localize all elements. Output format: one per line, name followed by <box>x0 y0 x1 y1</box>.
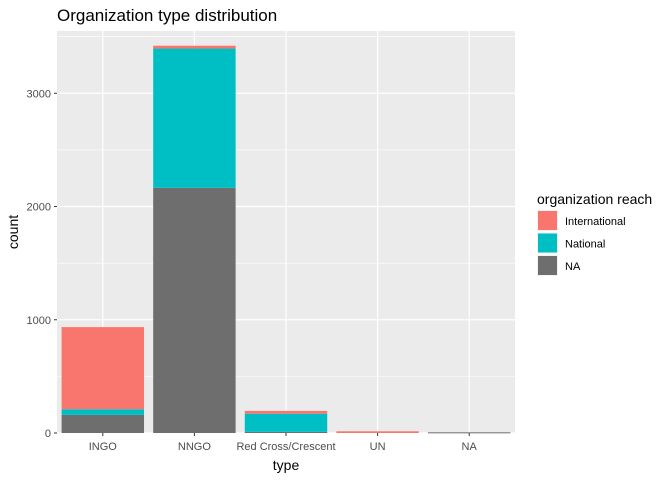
y-tick-label: 2000 <box>27 202 51 214</box>
x-tick-label: NNGO <box>178 441 211 453</box>
bar-segment <box>244 431 328 433</box>
chart-title: Organization type distribution <box>57 6 277 25</box>
bar-segment <box>61 327 145 410</box>
x-tick-label: NA <box>462 441 478 453</box>
x-axis-title: type <box>273 457 300 473</box>
bar-segment <box>244 410 328 414</box>
x-tick-label: Red Cross/Crescent <box>236 441 335 453</box>
legend-title: organization reach <box>537 191 652 207</box>
legend-items: International National NA <box>537 210 626 276</box>
x-tick-label: INGO <box>89 441 118 453</box>
bar-segment <box>153 187 236 433</box>
legend-label: NA <box>565 261 581 273</box>
bars-layer <box>61 45 511 434</box>
bar-segment <box>153 48 236 188</box>
bar-segment <box>153 45 236 49</box>
legend-swatch <box>538 211 557 230</box>
legend-label: National <box>565 239 605 251</box>
legend: organization reach International National… <box>537 191 652 276</box>
x-axis: INGO NNGO Red Cross/Crescent UN NA <box>89 433 478 453</box>
bar-segment <box>244 413 328 432</box>
legend-label: International <box>565 216 626 228</box>
y-axis: 0 1000 2000 3000 <box>27 88 57 440</box>
y-tick-label: 3000 <box>27 88 51 100</box>
bar-segment <box>336 431 419 433</box>
legend-swatch <box>538 233 557 253</box>
y-tick-label: 1000 <box>27 315 51 327</box>
bar-segment <box>61 409 145 415</box>
bar-segment <box>427 432 511 434</box>
y-tick-label: 0 <box>45 428 51 440</box>
y-axis-title: count <box>5 215 21 249</box>
bar-segment <box>61 414 145 433</box>
x-tick-label: UN <box>370 441 386 453</box>
legend-swatch <box>538 256 557 275</box>
